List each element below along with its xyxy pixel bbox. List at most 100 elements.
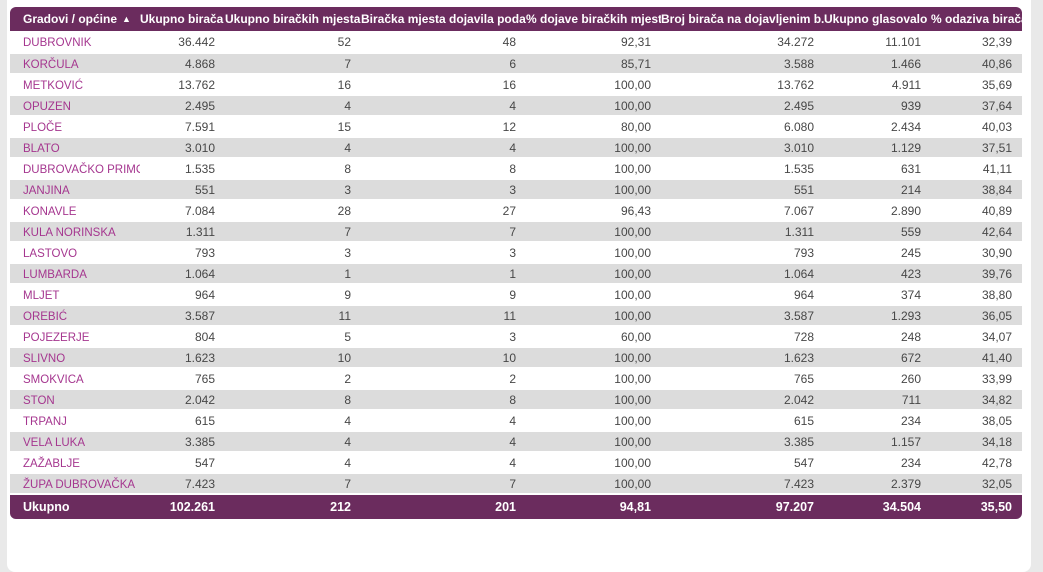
cell-broj-biraca-dojavljenim: 2.495 [661, 94, 824, 115]
table-row: JANJINA 551 3 3 100,00 551 214 38,84 [10, 178, 1022, 199]
table-footer: Ukupno 102.261 212 201 94,81 97.207 34.5… [10, 493, 1022, 519]
cell-postotak-dojave: 100,00 [526, 472, 661, 493]
total-value: 212 [225, 493, 361, 519]
cell-ukupno-birackih-mjesta: 4 [225, 451, 361, 472]
cell-ukupno-glasovalo: 1.157 [824, 430, 931, 451]
cell-postotak-odaziva: 40,03 [931, 115, 1022, 136]
cell-ukupno-glasovalo: 672 [824, 346, 931, 367]
cell-postotak-dojave: 100,00 [526, 220, 661, 241]
cell-ukupno-biraca: 3.010 [140, 136, 225, 157]
cell-ukupno-biraca: 1.311 [140, 220, 225, 241]
municipality-link[interactable]: DUBROVAČKO PRIMORJE [23, 163, 140, 176]
cell-ukupno-glasovalo: 245 [824, 241, 931, 262]
cell-ukupno-glasovalo: 711 [824, 388, 931, 409]
municipality-link[interactable]: KONAVLE [23, 205, 77, 218]
cell-ukupno-biraca: 765 [140, 367, 225, 388]
column-header-gradovi-opcine[interactable]: Gradovi / općine ▲ [10, 7, 140, 31]
municipality-link[interactable]: TRPANJ [23, 415, 67, 428]
column-header-ukupno-biraca[interactable]: Ukupno birača [140, 7, 225, 31]
municipality-link[interactable]: ŽUPA DUBROVAČKA [23, 478, 136, 491]
cell-ukupno-birackih-mjesta: 7 [225, 220, 361, 241]
municipality-link[interactable]: KULA NORINSKA [23, 226, 116, 239]
cell-ukupno-birackih-mjesta: 2 [225, 367, 361, 388]
municipality-link[interactable]: OPUZEN [23, 100, 71, 113]
column-header-postotak-odaziva[interactable]: % odaziva birača [931, 7, 1022, 31]
cell-ukupno-biraca: 964 [140, 283, 225, 304]
municipality-link[interactable]: JANJINA [23, 184, 70, 197]
cell-biracka-mjesta-dojavila: 12 [361, 115, 526, 136]
cell-ukupno-biraca: 3.587 [140, 304, 225, 325]
municipality-link[interactable]: KORČULA [23, 58, 79, 71]
municipality-link[interactable]: MLJET [23, 289, 60, 302]
cell-broj-biraca-dojavljenim: 13.762 [661, 73, 824, 94]
municipality-link[interactable]: VELA LUKA [23, 436, 86, 449]
cell-ukupno-birackih-mjesta: 4 [225, 430, 361, 451]
municipality-link[interactable]: METKOVIĆ [23, 79, 84, 92]
results-card: Gradovi / općine ▲ Ukupno birača Ukupno b… [7, 0, 1031, 572]
sort-ascending-icon: ▲ [122, 14, 131, 24]
municipality-link[interactable]: PLOČE [23, 121, 62, 134]
cell-biracka-mjesta-dojavila: 3 [361, 241, 526, 262]
cell-biracka-mjesta-dojavila: 8 [361, 157, 526, 178]
cell-broj-biraca-dojavljenim: 34.272 [661, 31, 824, 52]
cell-broj-biraca-dojavljenim: 3.587 [661, 304, 824, 325]
municipality-link[interactable]: LUMBARDA [23, 268, 87, 281]
municipality-link[interactable]: STON [23, 394, 55, 407]
cell-postotak-dojave: 100,00 [526, 388, 661, 409]
cell-postotak-dojave: 85,71 [526, 52, 661, 73]
cell-biracka-mjesta-dojavila: 16 [361, 73, 526, 94]
municipality-link[interactable]: SMOKVICA [23, 373, 84, 386]
cell-broj-biraca-dojavljenim: 3.010 [661, 136, 824, 157]
municipality-link[interactable]: DUBROVNIK [23, 36, 92, 49]
cell-ukupno-birackih-mjesta: 16 [225, 73, 361, 94]
cell-broj-biraca-dojavljenim: 1.623 [661, 346, 824, 367]
cell-biracka-mjesta-dojavila: 4 [361, 409, 526, 430]
cell-broj-biraca-dojavljenim: 2.042 [661, 388, 824, 409]
cell-ukupno-birackih-mjesta: 1 [225, 262, 361, 283]
table-row: VELA LUKA 3.385 4 4 100,00 3.385 1.157 3… [10, 430, 1022, 451]
cell-postotak-odaziva: 33,99 [931, 367, 1022, 388]
cell-postotak-odaziva: 42,78 [931, 451, 1022, 472]
column-header-ukupno-birackih-mjesta[interactable]: Ukupno biračkih mjesta [225, 7, 361, 31]
table-row: DUBROVNIK 36.442 52 48 92,31 34.272 11.1… [10, 31, 1022, 52]
cell-ukupno-biraca: 1.535 [140, 157, 225, 178]
cell-ukupno-glasovalo: 1.293 [824, 304, 931, 325]
column-header-postotak-dojave[interactable]: % dojave biračkih mjesta [526, 7, 661, 31]
total-row: Ukupno 102.261 212 201 94,81 97.207 34.5… [10, 493, 1022, 519]
cell-ukupno-glasovalo: 631 [824, 157, 931, 178]
municipality-link[interactable]: SLIVNO [23, 352, 66, 365]
column-header-ukupno-glasovalo[interactable]: Ukupno glasovalo [824, 7, 931, 31]
cell-biracka-mjesta-dojavila: 4 [361, 94, 526, 115]
cell-ukupno-biraca: 7.591 [140, 115, 225, 136]
cell-ukupno-biraca: 3.385 [140, 430, 225, 451]
cell-postotak-odaziva: 37,64 [931, 94, 1022, 115]
cell-ukupno-biraca: 36.442 [140, 31, 225, 52]
cell-ukupno-birackih-mjesta: 3 [225, 178, 361, 199]
cell-ukupno-glasovalo: 4.911 [824, 73, 931, 94]
cell-postotak-odaziva: 37,51 [931, 136, 1022, 157]
cell-ukupno-biraca: 2.042 [140, 388, 225, 409]
cell-ukupno-glasovalo: 2.379 [824, 472, 931, 493]
cell-ukupno-birackih-mjesta: 11 [225, 304, 361, 325]
cell-biracka-mjesta-dojavila: 9 [361, 283, 526, 304]
column-header-biracka-mjesta-dojavila[interactable]: Biračka mjesta dojavila podatke [361, 7, 526, 31]
table-row: OREBIĆ 3.587 11 11 100,00 3.587 1.293 36… [10, 304, 1022, 325]
cell-ukupno-biraca: 551 [140, 178, 225, 199]
cell-biracka-mjesta-dojavila: 27 [361, 199, 526, 220]
cell-postotak-dojave: 60,00 [526, 325, 661, 346]
cell-biracka-mjesta-dojavila: 6 [361, 52, 526, 73]
municipality-link[interactable]: ZAŽABLJE [23, 457, 80, 470]
municipality-link[interactable]: OREBIĆ [23, 310, 68, 323]
municipality-link[interactable]: POJEZERJE [23, 331, 90, 344]
cell-broj-biraca-dojavljenim: 3.588 [661, 52, 824, 73]
cell-broj-biraca-dojavljenim: 1.311 [661, 220, 824, 241]
cell-postotak-dojave: 80,00 [526, 115, 661, 136]
municipality-link[interactable]: LASTOVO [23, 247, 78, 260]
cell-ukupno-glasovalo: 248 [824, 325, 931, 346]
cell-broj-biraca-dojavljenim: 728 [661, 325, 824, 346]
column-header-broj-biraca-dojavljenim[interactable]: Broj birača na dojavljenim b.m. [661, 7, 824, 31]
table-header: Gradovi / općine ▲ Ukupno birača Ukupno b… [10, 7, 1022, 31]
cell-broj-biraca-dojavljenim: 6.080 [661, 115, 824, 136]
municipality-link[interactable]: BLATO [23, 142, 60, 155]
cell-postotak-odaziva: 32,39 [931, 31, 1022, 52]
